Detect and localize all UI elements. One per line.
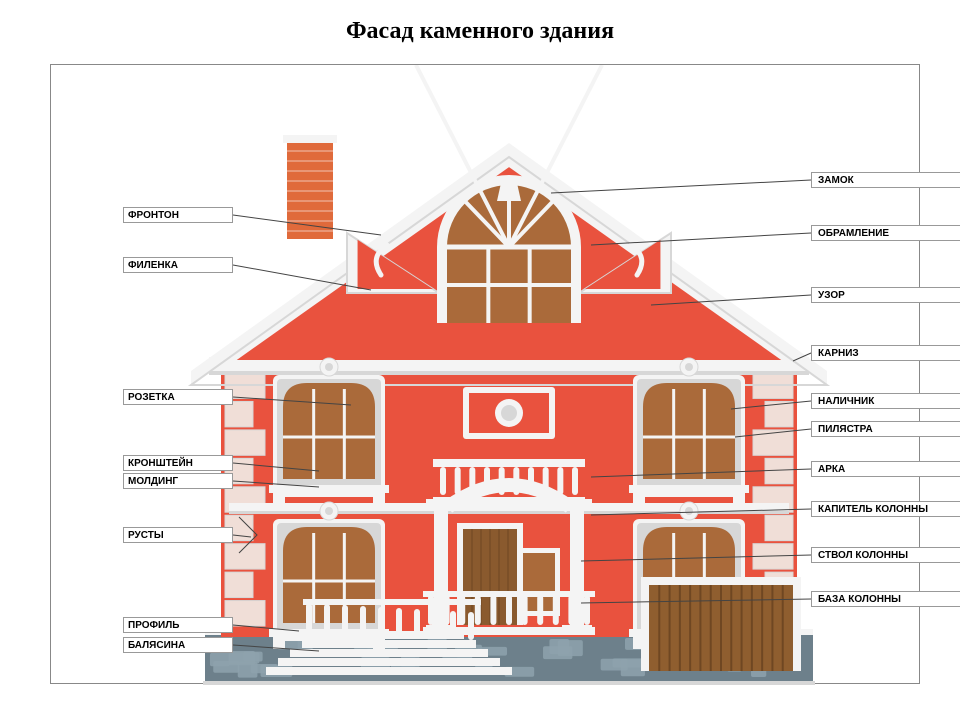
label-узор: УЗОР xyxy=(811,287,960,303)
label-капитель колонны: КАПИТЕЛЬ КОЛОННЫ xyxy=(811,501,960,517)
label-молдинг: МОЛДИНГ xyxy=(123,473,233,489)
label-профиль: ПРОФИЛЬ xyxy=(123,617,233,633)
label-фронтон: ФРОНТОН xyxy=(123,207,233,223)
house-illustration xyxy=(51,65,921,685)
label-розетка: РОЗЕТКА xyxy=(123,389,233,405)
label-пилястра: ПИЛЯСТРА xyxy=(811,421,960,437)
label-замок: ЗАМОК xyxy=(811,172,960,188)
label-филенка: ФИЛЕНКА xyxy=(123,257,233,273)
label-обрамление: ОБРАМЛЕНИЕ xyxy=(811,225,960,241)
label-карниз: КАРНИЗ xyxy=(811,345,960,361)
label-русты: РУСТЫ xyxy=(123,527,233,543)
label-арка: АРКА xyxy=(811,461,960,477)
label-кронштейн: КРОНШТЕЙН xyxy=(123,455,233,471)
page-title: Фасад каменного здания xyxy=(0,18,960,45)
label-наличник: НАЛИЧНИК xyxy=(811,393,960,409)
label-база колонны: БАЗА КОЛОННЫ xyxy=(811,591,960,607)
label-балясина: БАЛЯСИНА xyxy=(123,637,233,653)
diagram-frame: ФРОНТОН ФИЛЕНКА РОЗЕТКА КРОНШТЕЙН МОЛДИНГ РУС… xyxy=(50,64,920,684)
label-ствол колонны: СТВОЛ КОЛОННЫ xyxy=(811,547,960,563)
